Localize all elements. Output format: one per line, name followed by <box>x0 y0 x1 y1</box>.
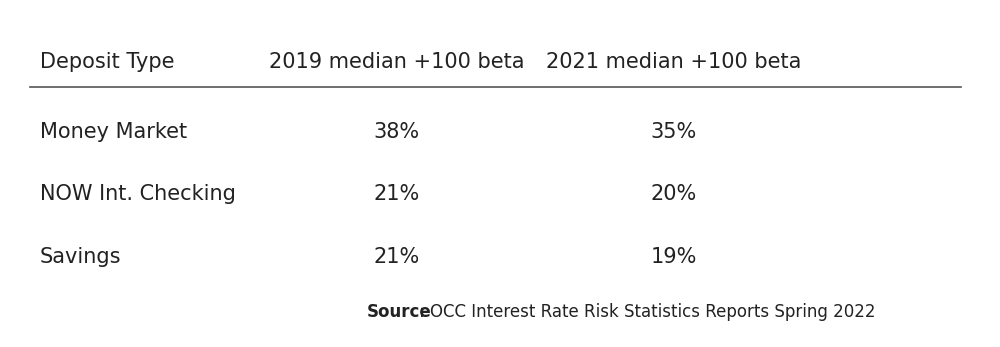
Text: 38%: 38% <box>373 122 419 142</box>
Text: Money Market: Money Market <box>40 122 187 142</box>
Text: 2021 median +100 beta: 2021 median +100 beta <box>546 52 801 73</box>
Text: Source: Source <box>367 303 431 321</box>
Text: 21%: 21% <box>373 184 419 204</box>
Text: Deposit Type: Deposit Type <box>40 52 174 73</box>
Text: Savings: Savings <box>40 247 121 267</box>
Text: 19%: 19% <box>650 247 697 267</box>
Text: 21%: 21% <box>373 247 419 267</box>
Text: : OCC Interest Rate Risk Statistics Reports Spring 2022: : OCC Interest Rate Risk Statistics Repo… <box>419 303 876 321</box>
Text: NOW Int. Checking: NOW Int. Checking <box>40 184 236 204</box>
Text: 35%: 35% <box>651 122 697 142</box>
Text: 20%: 20% <box>651 184 697 204</box>
Text: 2019 median +100 beta: 2019 median +100 beta <box>269 52 524 73</box>
